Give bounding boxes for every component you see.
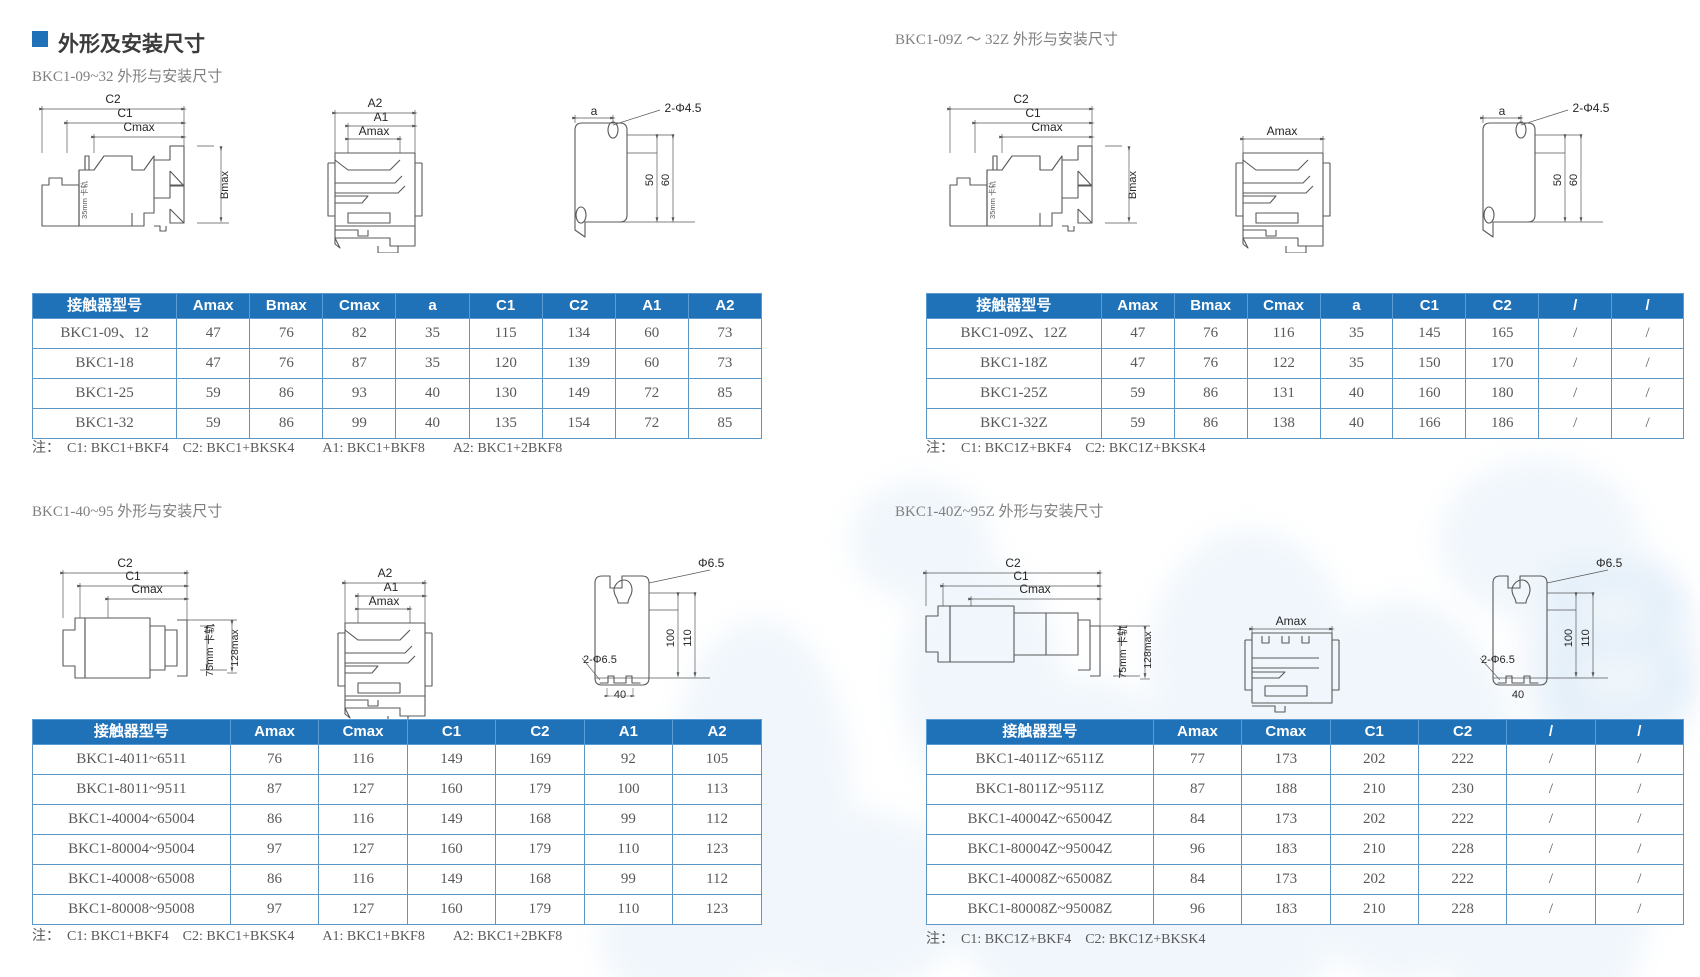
svg-text:100: 100 xyxy=(665,629,677,647)
svg-text:2-Φ4.5: 2-Φ4.5 xyxy=(1573,101,1610,115)
svg-text:C1: C1 xyxy=(125,569,141,583)
svg-text:a: a xyxy=(591,104,598,118)
svg-text:C1: C1 xyxy=(1025,106,1041,120)
svg-text:35mm 卡轨: 35mm 卡轨 xyxy=(987,181,997,219)
svg-text:60: 60 xyxy=(660,174,672,186)
svg-text:60: 60 xyxy=(1568,174,1580,186)
svg-text:50: 50 xyxy=(1552,174,1564,186)
svg-text:110: 110 xyxy=(1580,629,1592,647)
svg-text:Amax: Amax xyxy=(369,594,400,608)
svg-text:Bmax: Bmax xyxy=(219,170,231,199)
svg-text:2-Φ6.5: 2-Φ6.5 xyxy=(1481,654,1515,666)
svg-text:75mm 卡轨: 75mm 卡轨 xyxy=(1116,625,1129,679)
svg-text:A2: A2 xyxy=(378,566,393,580)
svg-text:110: 110 xyxy=(682,629,694,647)
svg-text:128max: 128max xyxy=(1142,631,1154,669)
svg-text:Cmax: Cmax xyxy=(1031,120,1062,134)
svg-text:A1: A1 xyxy=(384,580,399,594)
svg-text:Cmax: Cmax xyxy=(1019,582,1050,596)
svg-text:2-Φ6.5: 2-Φ6.5 xyxy=(583,654,617,666)
svg-text:40: 40 xyxy=(1512,689,1524,701)
svg-text:128max: 128max xyxy=(229,629,241,667)
svg-text:Cmax: Cmax xyxy=(131,582,162,596)
svg-text:Φ6.5: Φ6.5 xyxy=(1596,558,1623,570)
svg-text:75mm 卡轨: 75mm 卡轨 xyxy=(203,623,216,677)
svg-text:A1: A1 xyxy=(374,110,389,124)
svg-text:C1: C1 xyxy=(117,106,133,120)
svg-text:C1: C1 xyxy=(1013,569,1029,583)
svg-text:2-Φ4.5: 2-Φ4.5 xyxy=(665,101,702,115)
svg-text:a: a xyxy=(1499,104,1506,118)
svg-text:Amax: Amax xyxy=(1276,614,1307,628)
svg-text:C2: C2 xyxy=(105,92,121,106)
svg-text:50: 50 xyxy=(644,174,656,186)
svg-text:Bmax: Bmax xyxy=(1127,170,1139,199)
svg-text:Φ6.5: Φ6.5 xyxy=(698,558,725,570)
svg-text:C2: C2 xyxy=(1013,92,1029,106)
svg-text:Cmax: Cmax xyxy=(123,120,154,134)
svg-text:A2: A2 xyxy=(368,96,383,110)
svg-text:40: 40 xyxy=(614,689,626,701)
svg-text:Amax: Amax xyxy=(1267,124,1298,138)
svg-text:35mm 卡轨: 35mm 卡轨 xyxy=(79,181,89,219)
svg-text:100: 100 xyxy=(1563,629,1575,647)
svg-text:Amax: Amax xyxy=(359,124,390,138)
